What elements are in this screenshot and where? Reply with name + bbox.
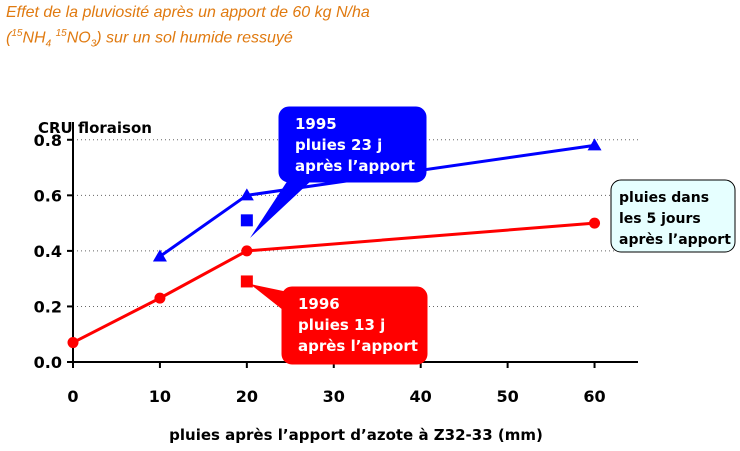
callout-text: après l’apport (295, 157, 415, 175)
callout-box (281, 286, 428, 365)
data-point-circle (67, 337, 79, 349)
callout-text: les 5 jours (619, 211, 701, 227)
callout-pointer (250, 284, 288, 314)
x-tick-label: 40 (410, 387, 432, 406)
x-tick-label: 60 (583, 387, 605, 406)
series-line-1996 (72, 221, 595, 344)
callouts: 1995 pluies 23 j après l’apport 1996 pluies … (250, 106, 736, 365)
data-point-circle (241, 245, 253, 257)
chart-title: Effet de la pluviosité après un apport d… (6, 2, 370, 55)
data-series (67, 138, 602, 349)
x-axis-label: pluies après l’apport d’azote à Z32-33 (… (169, 426, 543, 444)
callout-box (278, 106, 427, 183)
callout-legend: pluies dans les 5 jours après l’apport (610, 179, 736, 253)
y-tick-label: 0.8 (34, 131, 62, 150)
data-point-triangle (587, 138, 602, 151)
y-tick-label: 0.6 (34, 186, 62, 205)
y-tick-label: 0.2 (34, 297, 62, 316)
callout-text: après l’apport (619, 232, 731, 248)
x-tick-label: 0 (67, 387, 78, 406)
callout-1995: 1995 pluies 23 j après l’apport (250, 106, 427, 238)
x-tick-label: 20 (236, 387, 258, 406)
callout-1996: 1996 pluies 13 j après l’apport (250, 284, 428, 365)
axes: 0.0 0.2 0.4 0.6 0.8 0 10 20 30 40 50 60 (34, 122, 638, 406)
y-tick-label: 0.4 (34, 242, 62, 261)
title-line-1: Effet de la pluviosité après un apport d… (6, 4, 370, 21)
callout-text: pluies 13 j (298, 316, 385, 334)
title-line-2: (15NH4 15NO3) sur un sol humide ressuyé (6, 28, 293, 50)
data-point-square-1995 (240, 214, 253, 227)
data-point-circle (154, 292, 166, 304)
y-axis-label: CRU floraison (38, 119, 152, 137)
callout-text: après l’apport (298, 337, 418, 355)
data-point-square-1996 (240, 275, 253, 288)
callout-text: 1995 (295, 115, 337, 133)
callout-pointer (250, 180, 312, 238)
data-point-circle (589, 217, 601, 229)
callout-box (610, 179, 736, 253)
callout-text: pluies dans (619, 190, 709, 206)
data-point-triangle (239, 188, 254, 201)
y-tick-label: 0.0 (34, 353, 62, 372)
x-tick-label: 50 (496, 387, 518, 406)
x-tick-label: 10 (149, 387, 171, 406)
callout-text: pluies 23 j (295, 136, 382, 154)
data-point-triangle (152, 249, 167, 262)
x-tick-label: 30 (323, 387, 345, 406)
callout-text: 1996 (298, 295, 340, 313)
